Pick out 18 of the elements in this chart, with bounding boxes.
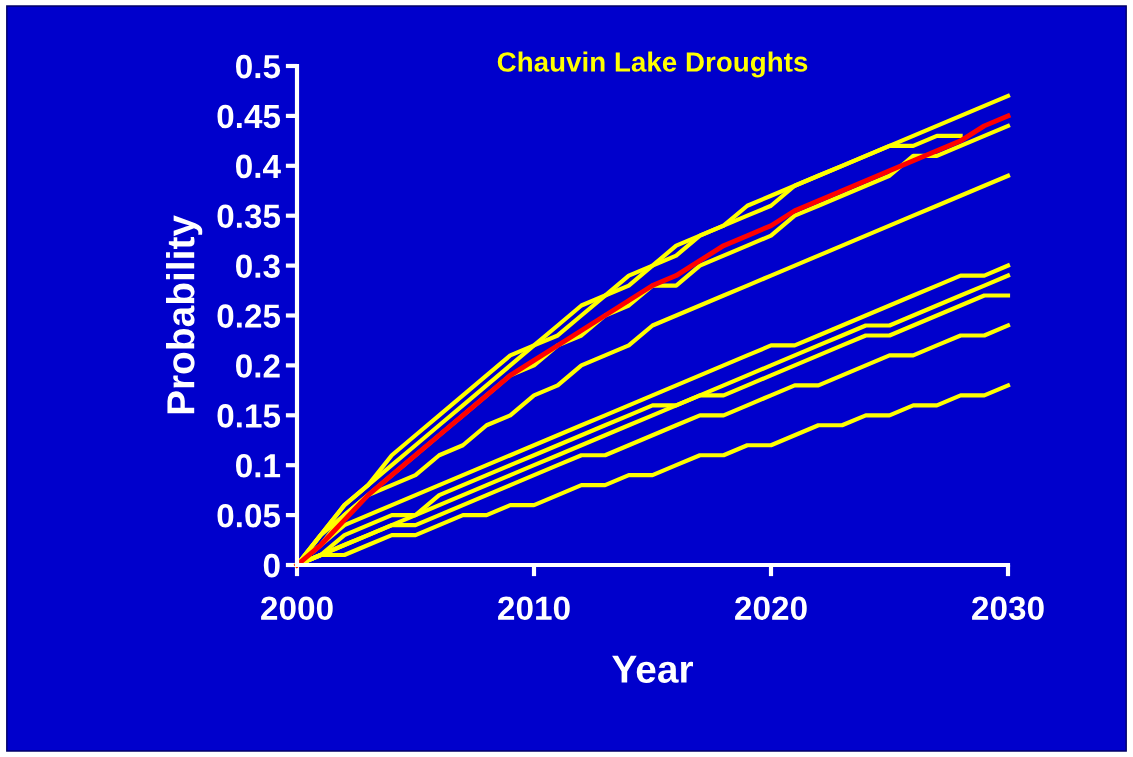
x-tick-label: 2030 xyxy=(972,596,1044,621)
x-axis-title: Year xyxy=(612,655,694,683)
x-tick-label: 2000 xyxy=(261,596,333,621)
y-tick-label: 0.15 xyxy=(217,404,281,428)
y-axis-title: Probability xyxy=(166,215,203,414)
y-tick-label: 0.3 xyxy=(236,254,280,279)
y-tick-label: 0.5 xyxy=(236,54,281,79)
y-tick-label: 0 xyxy=(263,553,280,578)
x-tick-label: 2010 xyxy=(498,596,570,621)
y-tick-label: 0.1 xyxy=(236,454,281,478)
y-tick-label: 0.25 xyxy=(217,304,281,328)
chart-title: Chauvin Lake Droughts xyxy=(497,51,808,78)
x-tick-label: 2020 xyxy=(735,596,807,621)
y-tick-label: 0.2 xyxy=(236,354,280,378)
y-tick-label: 0.35 xyxy=(217,204,281,229)
y-tick-label: 0.05 xyxy=(217,503,281,528)
y-tick-label: 0.4 xyxy=(236,154,281,179)
y-tick-label: 0.45 xyxy=(217,104,281,129)
